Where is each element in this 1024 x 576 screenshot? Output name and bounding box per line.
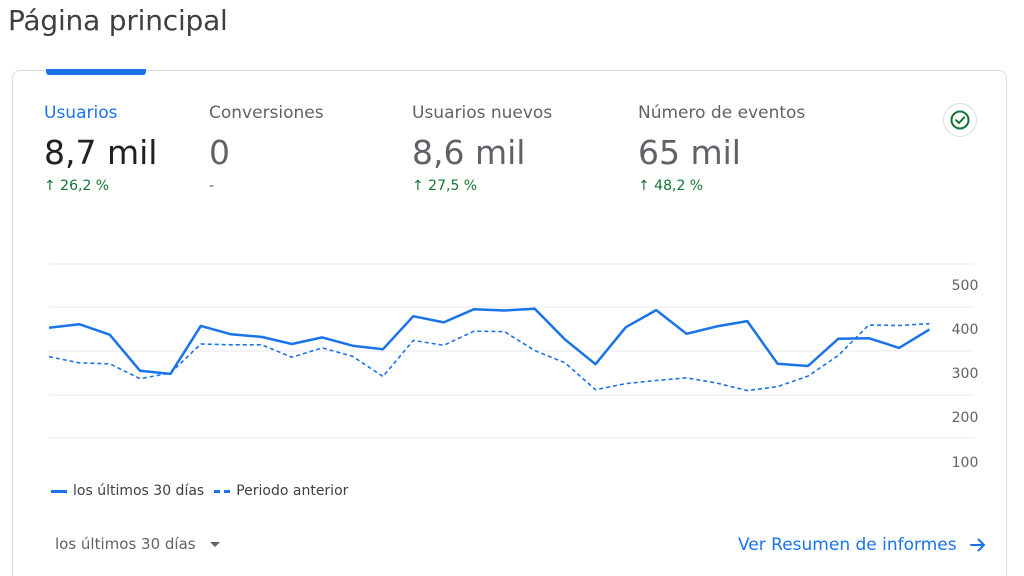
metric-value: 0 (209, 133, 230, 172)
legend-item-previous: Periodo anterior (236, 483, 349, 499)
y-tick-label: 500 (952, 278, 979, 294)
metric-change: ↑ 27,5 % (412, 178, 478, 194)
date-range-dropdown[interactable]: los últimos 30 días (55, 535, 220, 553)
y-tick-label: 200 (952, 410, 979, 426)
date-range-label: los últimos 30 días (55, 535, 196, 553)
arrow-right-icon (969, 538, 985, 552)
series-line-previous (49, 322, 930, 392)
legend-item-current: los últimos 30 días (73, 483, 205, 499)
chart-legend: los últimos 30 días Periodo anterior (51, 483, 348, 499)
metric-change: - (209, 178, 215, 194)
metric-value: 8,6 mil (412, 133, 526, 172)
legend-dashed-swatch (214, 489, 231, 493)
view-reports-link[interactable]: Ver Resumen de informes (738, 535, 987, 555)
metric-tab-numero-de-eventos[interactable]: Número de eventos 65 mil ↑ 48,2 % (638, 103, 805, 194)
metric-label: Usuarios nuevos (412, 103, 553, 123)
series-line-current (49, 307, 931, 376)
metric-change: ↑ 26,2 % (44, 178, 110, 194)
metric-value: 65 mil (638, 133, 741, 172)
y-tick-label: 400 (952, 322, 979, 338)
metric-tab-usuarios[interactable]: Usuarios 8,7 mil ↑ 26,2 % (44, 103, 157, 194)
caret-down-icon (209, 541, 220, 547)
legend-solid-swatch (51, 489, 67, 493)
metric-tab-usuarios-nuevos[interactable]: Usuarios nuevos 8,6 mil ↑ 27,5 % (412, 103, 552, 194)
page-title: Página principal (8, 4, 228, 37)
metric-label: Usuarios (44, 103, 118, 123)
metric-tab-conversiones[interactable]: Conversiones 0 - (209, 103, 324, 194)
users-line-chart: 010020030040050007abr142128 (49, 263, 979, 467)
y-tick-label: 100 (952, 455, 979, 467)
view-reports-label: Ver Resumen de informes (738, 535, 957, 555)
metric-change: ↑ 48,2 % (638, 178, 704, 194)
metric-label: Conversiones (209, 103, 324, 123)
active-tab-indicator (46, 69, 146, 75)
metric-label: Número de eventos (638, 103, 806, 123)
overview-card: Usuarios 8,7 mil ↑ 26,2 % Conversiones 0… (12, 69, 1007, 576)
metric-value: 8,7 mil (44, 133, 158, 172)
y-tick-label: 300 (952, 366, 979, 382)
check-circle-icon[interactable] (943, 103, 977, 137)
